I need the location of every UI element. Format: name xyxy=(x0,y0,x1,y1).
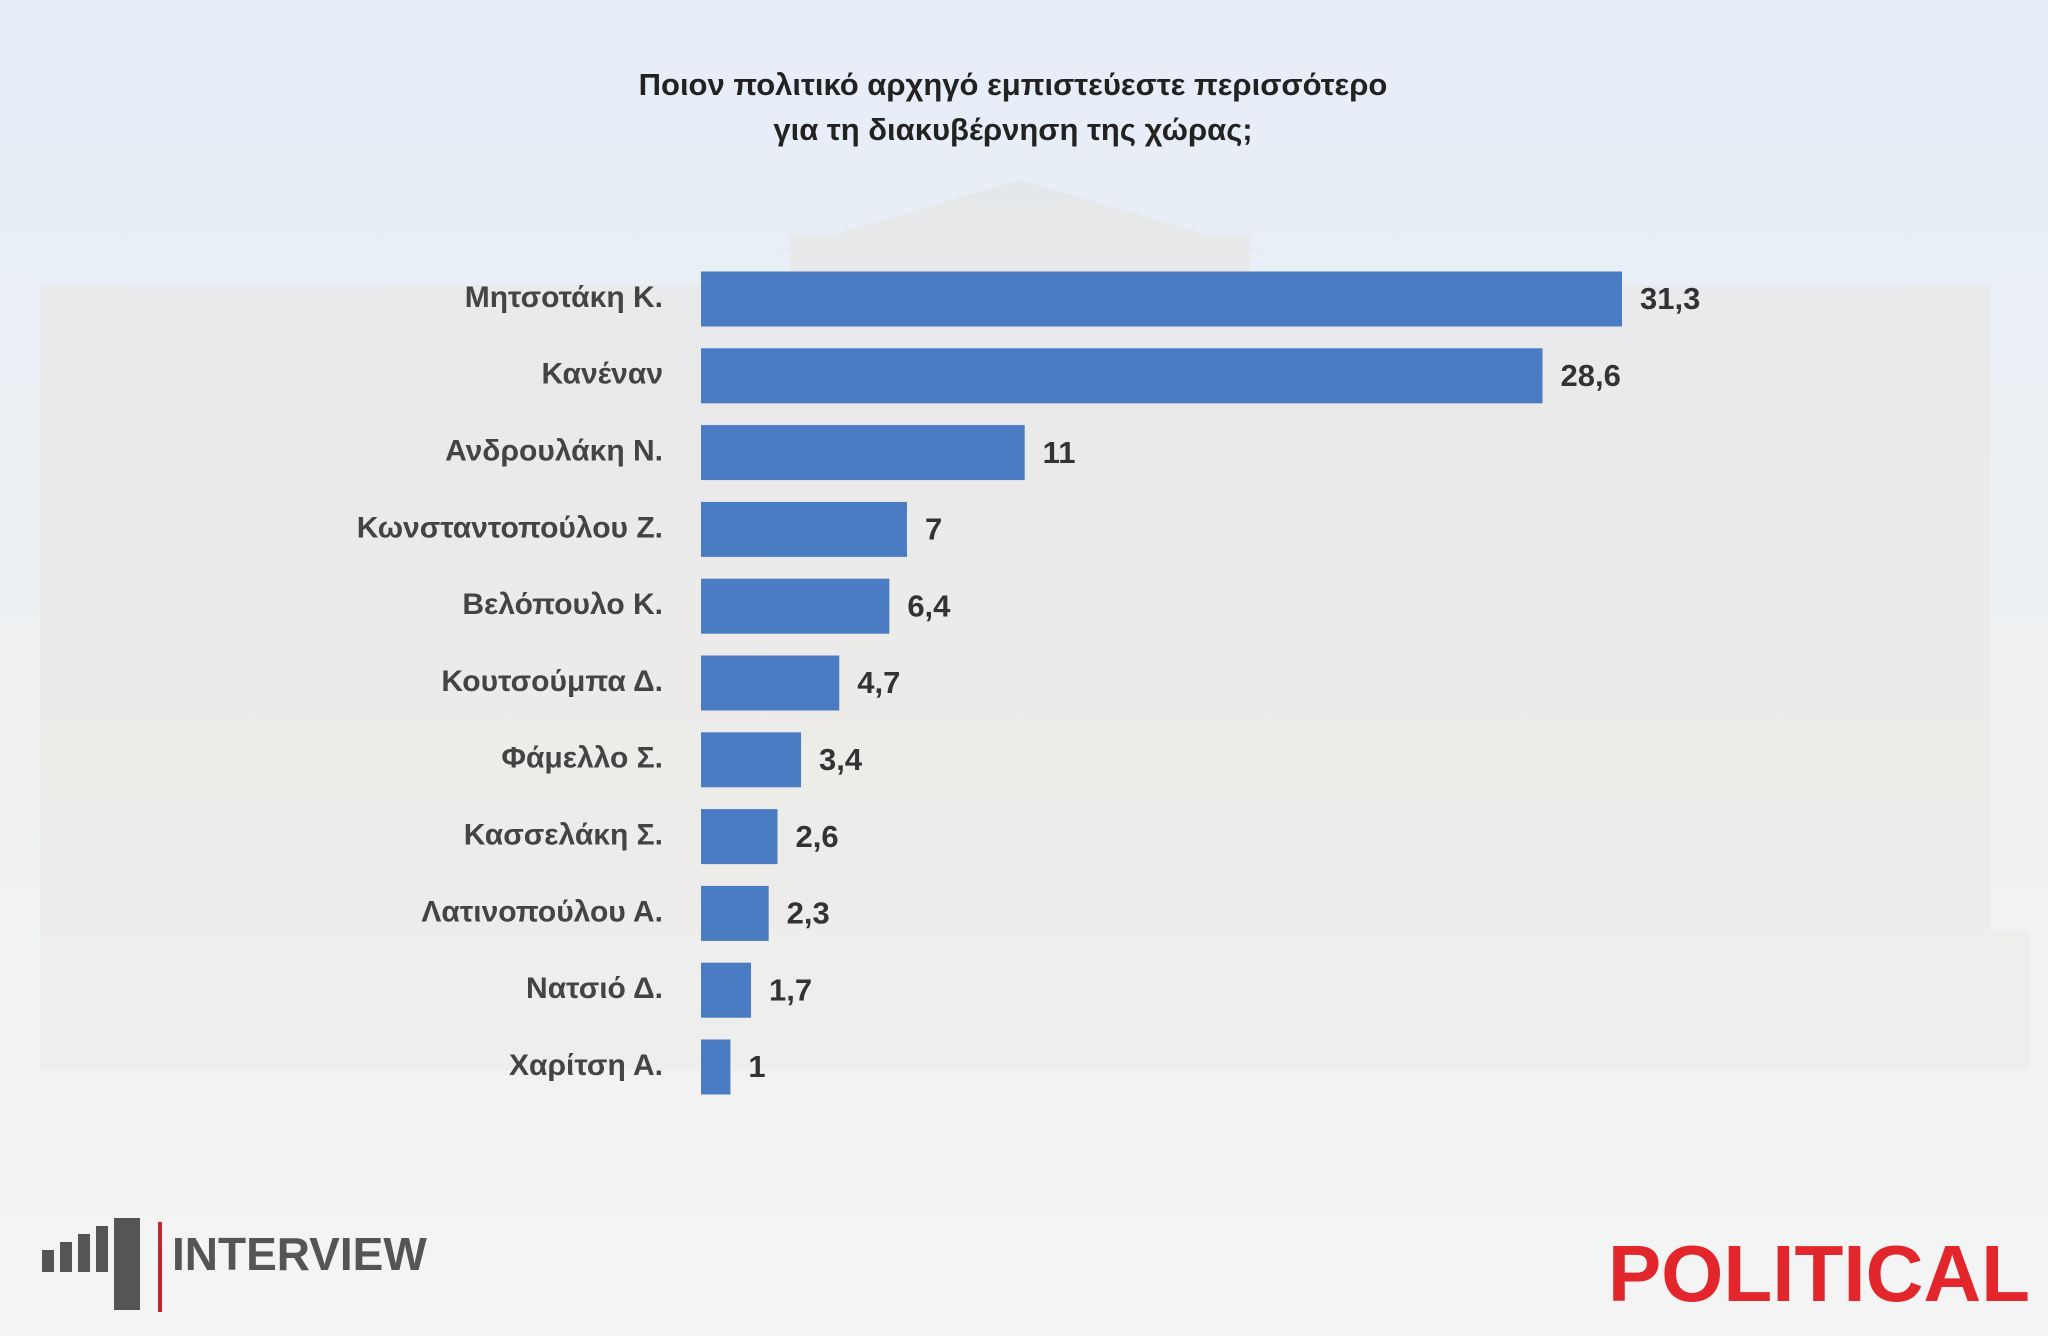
bar xyxy=(701,809,778,865)
bar xyxy=(701,732,802,788)
bar xyxy=(701,501,907,557)
value-label: 1,7 xyxy=(769,972,812,1007)
category-label: Κασσελάκη Σ. xyxy=(464,819,663,852)
value-label: 31,3 xyxy=(1640,281,1700,316)
category-label: Χαρίτση Α. xyxy=(509,1049,663,1082)
bar xyxy=(701,425,1025,481)
category-label: Κωνσταντοπούλου Ζ. xyxy=(357,511,663,544)
bar xyxy=(701,655,840,711)
bar xyxy=(701,962,752,1018)
category-label: Λατινοπούλου Α. xyxy=(421,895,663,928)
category-label: Βελόπουλο Κ. xyxy=(462,588,663,621)
value-label: 28,6 xyxy=(1561,358,1621,393)
bar xyxy=(701,1039,731,1095)
value-label: 4,7 xyxy=(857,665,900,700)
category-label: Ανδρουλάκη Ν. xyxy=(445,435,663,468)
value-label: 7 xyxy=(925,512,942,547)
chart-subtitle: για τη διακυβέρνηση της χώρας; xyxy=(773,112,1252,147)
chart-title: Ποιον πολιτικό αρχηγό εμπιστεύεστε περισ… xyxy=(639,67,1388,102)
logo-text: POLITICAL xyxy=(1608,1229,2030,1318)
value-label: 11 xyxy=(1043,435,1076,470)
value-label: 2,6 xyxy=(796,819,839,854)
logo-text: INTERVIEW xyxy=(172,1228,427,1280)
value-label: 1 xyxy=(748,1049,765,1084)
interview-logo: INTERVIEW xyxy=(42,1218,427,1312)
bar xyxy=(701,348,1543,404)
category-label: Μητσοτάκη Κ. xyxy=(465,281,663,314)
category-label: Φάμελλο Σ. xyxy=(501,742,663,775)
bar xyxy=(701,578,890,634)
bar xyxy=(701,885,769,941)
bar xyxy=(701,271,1622,327)
value-label: 2,3 xyxy=(787,896,830,931)
category-label: Κανέναν xyxy=(542,358,663,391)
category-label: Κουτσούμπα Δ. xyxy=(441,665,663,698)
category-label: Νατσιό Δ. xyxy=(526,972,663,1005)
value-label: 6,4 xyxy=(907,588,951,623)
value-label: 3,4 xyxy=(819,742,863,777)
